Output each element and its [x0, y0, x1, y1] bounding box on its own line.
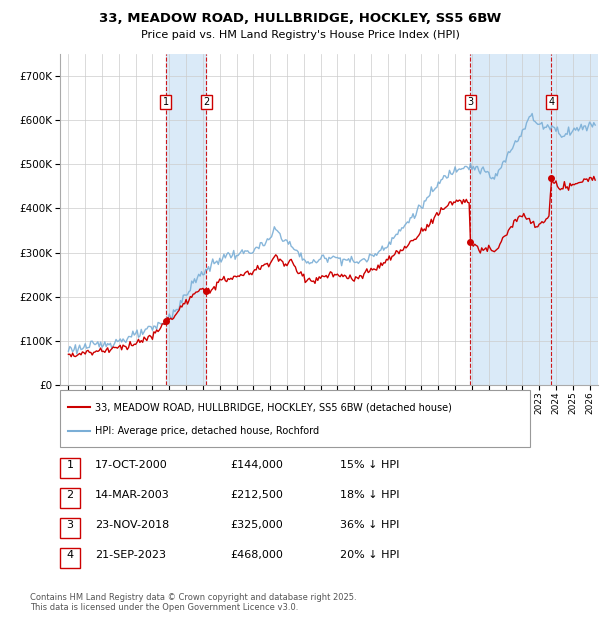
- Text: 4: 4: [67, 550, 74, 560]
- Bar: [166, 54, 206, 385]
- Bar: [60, 390, 530, 447]
- Text: £468,000: £468,000: [230, 550, 283, 560]
- Text: 14-MAR-2003: 14-MAR-2003: [95, 490, 170, 500]
- Text: 3: 3: [467, 97, 473, 107]
- Text: 3: 3: [67, 520, 74, 530]
- Text: 18% ↓ HPI: 18% ↓ HPI: [340, 490, 400, 500]
- Text: 1: 1: [163, 97, 169, 107]
- Text: 33, MEADOW ROAD, HULLBRIDGE, HOCKLEY, SS5 6BW (detached house): 33, MEADOW ROAD, HULLBRIDGE, HOCKLEY, SS…: [95, 402, 452, 412]
- Text: £212,500: £212,500: [230, 490, 283, 500]
- Text: 21-SEP-2023: 21-SEP-2023: [95, 550, 166, 560]
- Text: Price paid vs. HM Land Registry's House Price Index (HPI): Price paid vs. HM Land Registry's House …: [140, 30, 460, 40]
- Text: Contains HM Land Registry data © Crown copyright and database right 2025.
This d: Contains HM Land Registry data © Crown c…: [30, 593, 356, 612]
- Bar: [60, 458, 80, 478]
- Text: 1: 1: [67, 460, 74, 470]
- Text: 4: 4: [548, 97, 554, 107]
- Text: £144,000: £144,000: [230, 460, 283, 470]
- Text: £325,000: £325,000: [230, 520, 283, 530]
- Text: 2: 2: [67, 490, 74, 500]
- Bar: [60, 488, 80, 508]
- Bar: [60, 518, 80, 538]
- Text: 17-OCT-2000: 17-OCT-2000: [95, 460, 168, 470]
- Text: 20% ↓ HPI: 20% ↓ HPI: [340, 550, 400, 560]
- Text: 15% ↓ HPI: 15% ↓ HPI: [340, 460, 400, 470]
- Bar: [60, 548, 80, 568]
- Text: 36% ↓ HPI: 36% ↓ HPI: [340, 520, 400, 530]
- Text: 23-NOV-2018: 23-NOV-2018: [95, 520, 169, 530]
- Bar: [470, 54, 598, 385]
- Text: HPI: Average price, detached house, Rochford: HPI: Average price, detached house, Roch…: [95, 426, 319, 436]
- Text: 33, MEADOW ROAD, HULLBRIDGE, HOCKLEY, SS5 6BW: 33, MEADOW ROAD, HULLBRIDGE, HOCKLEY, SS…: [99, 12, 501, 25]
- Text: 2: 2: [203, 97, 209, 107]
